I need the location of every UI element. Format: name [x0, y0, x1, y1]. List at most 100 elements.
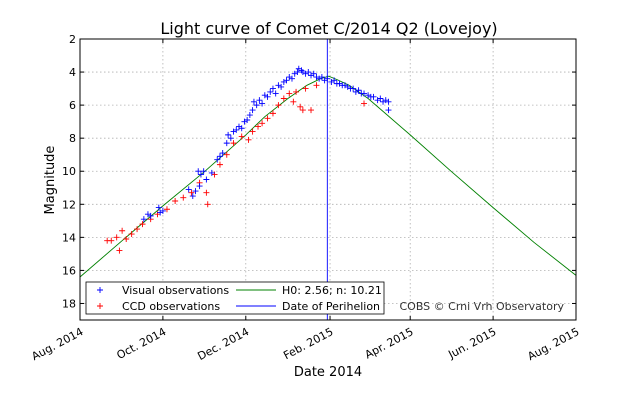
ccd-point [108, 237, 115, 244]
legend-plus-ccd [97, 303, 103, 309]
ccd-point [286, 90, 293, 97]
ccd-point [280, 95, 287, 102]
visual-point [244, 116, 251, 123]
visual-point [385, 107, 392, 114]
ccd-point [172, 197, 179, 204]
visual-point [214, 156, 221, 163]
visual-point [246, 112, 253, 119]
visual-point [225, 131, 232, 138]
visual-point [259, 100, 266, 107]
visual-point [238, 125, 245, 132]
visual-point [331, 77, 338, 84]
chart-title: Light curve of Comet C/2014 Q2 (Lovejoy) [160, 19, 497, 38]
y-tick-label: 10 [62, 165, 76, 178]
visual-point [361, 90, 368, 97]
x-tick-label: Aug. 2014 [29, 325, 85, 363]
visual-point [185, 186, 192, 193]
visual-point [203, 176, 210, 183]
ccd-point [264, 115, 271, 122]
visual-point [283, 77, 290, 84]
y-tick-label: 12 [62, 198, 76, 211]
visual-point [196, 183, 203, 190]
visual-point [208, 169, 215, 176]
legend-plus-visual [97, 287, 103, 293]
x-tick-label: Aug. 2015 [525, 325, 581, 363]
y-tick-label: 2 [69, 33, 76, 46]
ccd-point [302, 85, 309, 92]
ccd-point [230, 140, 237, 147]
ccd-point [297, 103, 304, 110]
visual-point [264, 93, 271, 100]
legend-entry-visual: Visual observations [97, 284, 229, 297]
visual-point [305, 69, 312, 76]
y-tick-label: 6 [69, 99, 76, 112]
y-tick-label: 18 [62, 297, 76, 310]
visual-point [219, 150, 226, 157]
x-tick-label: Dec. 2014 [195, 325, 251, 363]
legend-label-perihelion: Date of Perihelion [282, 300, 380, 313]
ccd-point [113, 234, 120, 241]
ccd-point [119, 227, 126, 234]
legend-marker-ccd [97, 303, 103, 309]
visual-point [195, 168, 202, 175]
ccd-point [203, 189, 210, 196]
visual-point [256, 97, 263, 104]
x-tick-label: Apr. 2015 [363, 325, 416, 361]
visual-point [294, 69, 301, 76]
y-tick-label: 16 [62, 264, 76, 277]
visual-point [155, 204, 162, 211]
y-tick-label: 8 [69, 132, 76, 145]
legend-label-ccd: CCD observations [122, 300, 220, 313]
visual-point [249, 107, 256, 114]
plot-area [79, 39, 577, 320]
visual-point [324, 75, 331, 82]
visual-point [197, 171, 204, 178]
y-tick-label: 14 [62, 231, 76, 244]
visual-point [288, 75, 295, 82]
visual-point [370, 93, 377, 100]
ccd-point [290, 98, 297, 105]
ccd-point [308, 107, 315, 114]
visual-point [278, 83, 285, 90]
legend-marker-visual [97, 287, 103, 293]
ccd-point [269, 110, 276, 117]
visual-point [318, 74, 325, 81]
ccd-point [238, 133, 245, 140]
visual-point [223, 140, 230, 147]
plot-frame [79, 38, 577, 321]
ccd-point [188, 189, 195, 196]
visual-point [267, 88, 274, 95]
ccd-point [216, 161, 223, 168]
ccd-point [204, 201, 211, 208]
ccd-point [249, 128, 256, 135]
ccd-point [299, 107, 306, 114]
visual-point [200, 168, 207, 175]
ccd-point [128, 231, 135, 238]
legend-label-model: H0: 2.56; n: 10.21 [282, 284, 382, 297]
visual-point [310, 70, 317, 77]
visual-point [192, 188, 199, 195]
legend-box [85, 281, 385, 315]
ccd-point [255, 123, 262, 130]
visual-point [253, 102, 260, 109]
x-axis-label: Date 2014 [294, 365, 362, 380]
visual-point [350, 85, 357, 92]
y-tick-label: 4 [69, 66, 76, 79]
visual-point [189, 193, 196, 200]
visual-point [385, 98, 392, 105]
ccd-point [180, 194, 187, 201]
visual-point [140, 216, 147, 223]
ccd-point [313, 82, 320, 89]
legend-entry-model: H0: 2.56; n: 10.21 [236, 284, 382, 297]
x-tick-label: Feb. 2015 [281, 325, 335, 362]
legend-entry-perihelion: Date of Perihelion [236, 300, 380, 313]
ccd-point [245, 136, 252, 143]
x-tick-label: Oct. 2014 [115, 325, 169, 362]
visual-point [216, 153, 223, 160]
model-curve [79, 75, 577, 278]
ccd-point [275, 102, 282, 109]
visual-point [377, 95, 384, 102]
ccd-point [116, 247, 123, 254]
visual-point [269, 85, 276, 92]
